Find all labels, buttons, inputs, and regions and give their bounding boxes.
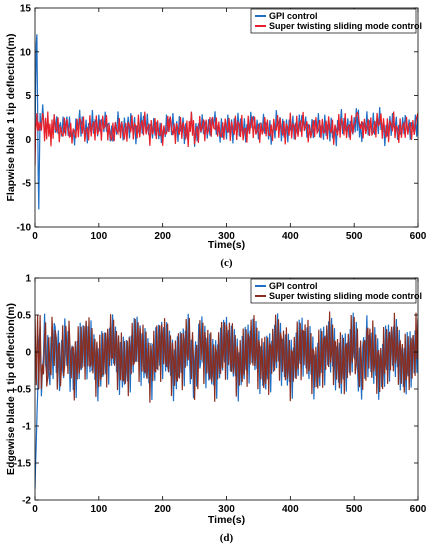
- legend-label-gpi-control: GPI control: [269, 281, 318, 291]
- legend-label-super-twisting: Super twisting sliding mode control: [269, 291, 422, 301]
- x-tick-label: 300: [218, 504, 235, 515]
- y-tick-label: -0.5: [14, 385, 32, 396]
- legend-label-gpi-control: GPI control: [269, 11, 318, 21]
- y-tick-label: 15: [20, 4, 32, 15]
- x-tick-label: 500: [346, 504, 363, 515]
- y-tick-label: -1.5: [14, 459, 32, 470]
- y-tick-label: 1: [25, 274, 31, 285]
- legend-box: [250, 8, 417, 34]
- x-tick-label: 200: [154, 231, 171, 242]
- x-tick-label: 100: [90, 504, 107, 515]
- y-tick-label: -1: [22, 422, 31, 433]
- legend-box: [250, 278, 417, 304]
- legend-label-super-twisting: Super twisting sliding mode control: [269, 21, 422, 31]
- chart-panel-d: 0 100 200 300 400 500 600 -2 -1.5 -1 -0.5 0 0.5 1 Time…: [5, 274, 427, 545]
- y-tick-label: -2: [22, 496, 31, 507]
- panel-label: (c): [220, 257, 233, 269]
- x-tick-label: 0: [32, 231, 38, 242]
- y-axis-label: Edgewise blade 1 tip deflection(m): [5, 303, 17, 475]
- x-tick-label: 500: [346, 231, 363, 242]
- y-tick-label: 0: [25, 348, 31, 359]
- panel-label: (d): [220, 532, 234, 544]
- y-axis-label: Flapwise blade 1 tip deflection(m): [5, 33, 17, 201]
- series-line-gpi-control: [35, 34, 418, 210]
- x-axis-label: Time(s): [208, 239, 245, 251]
- y-tick-label: -10: [17, 223, 32, 234]
- x-tick-label: 400: [282, 504, 299, 515]
- y-tick-label: 10: [20, 47, 32, 58]
- x-tick-label: 100: [90, 231, 107, 242]
- x-tick-label: 600: [410, 231, 427, 242]
- y-tick-label: -5: [22, 179, 31, 190]
- chart-panel-c: 0 100 200 300 400 500 600 -10 -5 0 5 10 15 Time(s) Fla…: [5, 4, 427, 270]
- x-tick-label: 0: [32, 504, 38, 515]
- x-axis-label: Time(s): [208, 514, 245, 526]
- plot-area: [35, 278, 418, 500]
- y-tick-label: 5: [25, 91, 31, 102]
- x-tick-label: 300: [218, 231, 235, 242]
- x-tick-label: 400: [282, 231, 299, 242]
- x-tick-label: 200: [154, 504, 171, 515]
- series-line-super-twisting: [35, 111, 418, 166]
- series-line-super-twisting: [35, 311, 418, 403]
- y-tick-label: 0.5: [17, 311, 31, 322]
- y-tick-label: 0: [25, 135, 31, 146]
- x-tick-label: 600: [410, 504, 427, 515]
